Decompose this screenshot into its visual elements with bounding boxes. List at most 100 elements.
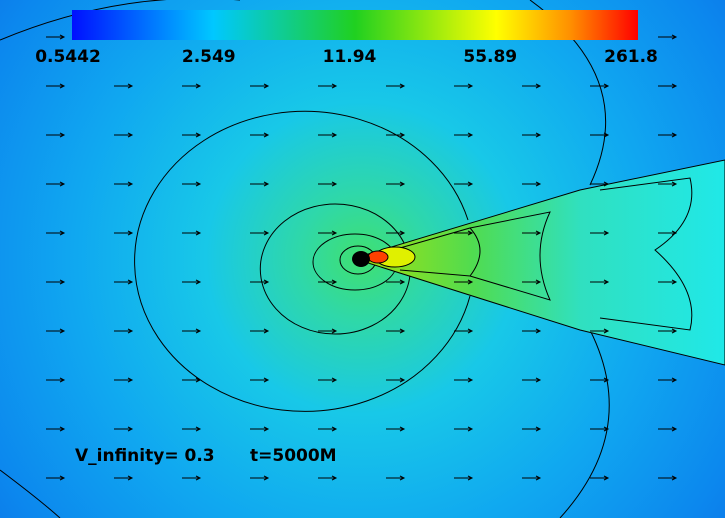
- arrow: [46, 230, 66, 236]
- time-label: t=5000M: [250, 446, 337, 466]
- contour: [469, 211, 551, 301]
- arrow: [46, 475, 66, 481]
- arrow: [182, 83, 202, 89]
- arrow: [318, 328, 338, 334]
- arrow: [454, 181, 474, 187]
- arrow: [386, 230, 406, 236]
- velocity-label: V_infinity= 0.3: [75, 446, 215, 466]
- arrow: [590, 377, 610, 383]
- arrow: [250, 475, 270, 481]
- arrow: [114, 279, 134, 285]
- arrow: [658, 83, 678, 89]
- colorbar-label: 11.94: [323, 47, 377, 67]
- arrow: [114, 132, 134, 138]
- arrow: [46, 132, 66, 138]
- arrow: [386, 279, 406, 285]
- arrow: [318, 83, 338, 89]
- contour: [134, 110, 471, 412]
- arrow: [454, 279, 474, 285]
- colorbar-labels: 0.5442 2.549 11.94 55.89 261.8: [35, 47, 658, 67]
- arrow: [250, 181, 270, 187]
- arrow: [454, 83, 474, 89]
- colorbar: [72, 10, 638, 40]
- hot-core: [367, 250, 389, 264]
- arrow: [590, 230, 610, 236]
- arrow: [522, 328, 542, 334]
- arrow: [522, 132, 542, 138]
- arrow: [318, 181, 338, 187]
- arrow: [590, 328, 610, 334]
- arrow: [250, 230, 270, 236]
- arrow: [46, 83, 66, 89]
- arrow: [386, 377, 406, 383]
- velocity-arrows: [46, 34, 678, 481]
- contour: [259, 203, 411, 335]
- arrow: [182, 426, 202, 432]
- arrow: [182, 377, 202, 383]
- arrow: [318, 230, 338, 236]
- arrow: [386, 83, 406, 89]
- arrow: [590, 475, 610, 481]
- arrow: [658, 426, 678, 432]
- arrow: [454, 132, 474, 138]
- arrow: [386, 132, 406, 138]
- arrow: [522, 230, 542, 236]
- arrow: [182, 328, 202, 334]
- arrow: [114, 426, 134, 432]
- arrow: [522, 181, 542, 187]
- arrow: [658, 377, 678, 383]
- arrow: [590, 181, 610, 187]
- arrow: [590, 83, 610, 89]
- arrow: [250, 377, 270, 383]
- arrow: [318, 132, 338, 138]
- arrow: [318, 279, 338, 285]
- arrow: [46, 34, 66, 40]
- arrow: [46, 279, 66, 285]
- arrow: [114, 83, 134, 89]
- arrow: [658, 181, 678, 187]
- arrow: [590, 426, 610, 432]
- arrow: [46, 377, 66, 383]
- arrow: [182, 230, 202, 236]
- arrow: [522, 279, 542, 285]
- arrow: [386, 328, 406, 334]
- arrow: [658, 279, 678, 285]
- colorbar-label: 0.5442: [35, 47, 101, 67]
- arrow: [250, 83, 270, 89]
- arrow: [182, 475, 202, 481]
- arrow: [522, 83, 542, 89]
- arrow: [114, 475, 134, 481]
- arrow: [182, 181, 202, 187]
- arrow: [590, 279, 610, 285]
- arrow: [658, 328, 678, 334]
- arrow: [250, 279, 270, 285]
- arrow: [454, 328, 474, 334]
- arrow: [114, 230, 134, 236]
- arrow: [386, 475, 406, 481]
- arrow: [454, 426, 474, 432]
- arrow: [318, 426, 338, 432]
- arrow: [658, 132, 678, 138]
- arrow: [250, 328, 270, 334]
- arrow: [114, 328, 134, 334]
- arrow: [454, 475, 474, 481]
- arrow: [46, 181, 66, 187]
- arrow: [182, 279, 202, 285]
- arrow: [318, 475, 338, 481]
- arrow: [454, 377, 474, 383]
- arrow: [46, 328, 66, 334]
- arrow: [386, 181, 406, 187]
- colorbar-label: 2.549: [182, 47, 236, 67]
- arrow: [658, 230, 678, 236]
- arrow: [658, 475, 678, 481]
- arrow: [522, 377, 542, 383]
- arrow: [658, 34, 678, 40]
- contour: [599, 177, 693, 331]
- contour: [559, 329, 610, 518]
- black-hole: [352, 251, 370, 267]
- arrow: [114, 181, 134, 187]
- arrow: [114, 377, 134, 383]
- arrow: [318, 377, 338, 383]
- arrow: [454, 230, 474, 236]
